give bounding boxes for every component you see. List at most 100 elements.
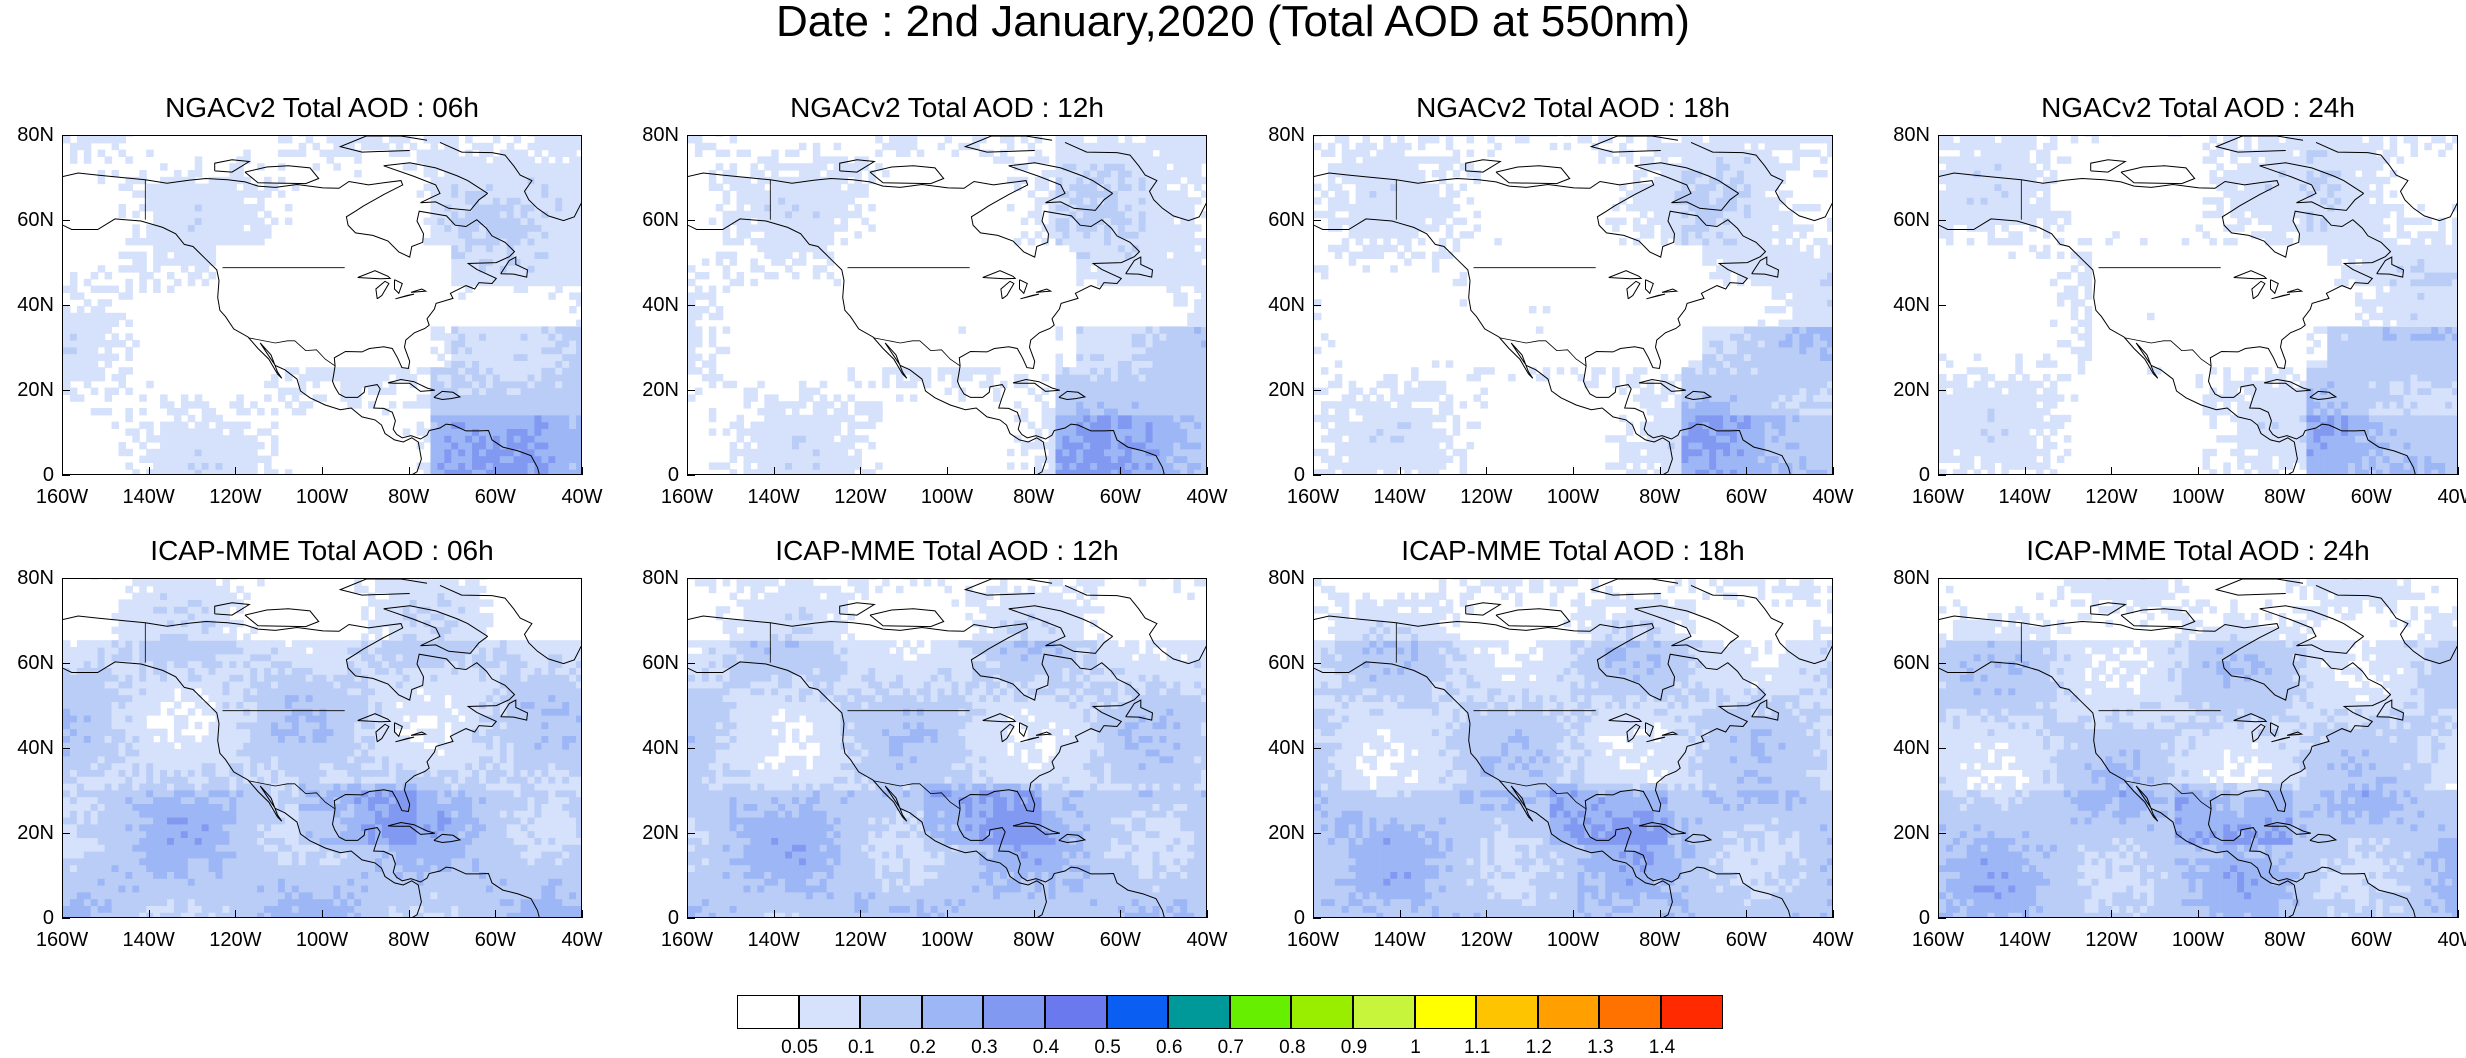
aod-cell [771, 428, 779, 435]
aod-cell [548, 462, 556, 469]
aod-cell [1104, 231, 1112, 238]
aod-cell [1723, 374, 1731, 381]
aod-cell [1446, 211, 1454, 218]
aod-cell [1159, 340, 1167, 347]
aod-cell [528, 360, 536, 367]
aod-cell [1132, 360, 1140, 367]
aod-cell [1363, 422, 1371, 429]
aod-cell [1153, 333, 1161, 340]
aod-cell [500, 367, 508, 374]
aod-cell [465, 347, 473, 354]
aod-cell [1173, 292, 1181, 299]
aod-cell [1702, 177, 1710, 184]
aod-cell [1356, 238, 1364, 245]
aod-cell [1049, 422, 1057, 429]
aod-cell [146, 150, 154, 157]
aod-cell [1772, 381, 1780, 388]
aod-cell [1201, 313, 1207, 320]
aod-cell [1104, 340, 1112, 347]
aod-cell [1132, 279, 1140, 286]
aod-cell [1194, 340, 1202, 347]
aod-cell [910, 136, 918, 143]
aod-cell [500, 163, 508, 170]
aod-cell [576, 231, 582, 238]
aod-cell [1758, 428, 1766, 435]
aod-cell [1097, 333, 1105, 340]
aod-cell [1159, 333, 1167, 340]
aod-cell [799, 143, 807, 150]
aod-cell [1111, 422, 1119, 429]
aod-cell [493, 415, 501, 422]
aod-cell [1356, 252, 1364, 259]
aod-cell [1049, 469, 1057, 475]
aod-cell [757, 435, 765, 442]
aod-cell [1356, 428, 1364, 435]
aod-cell [1751, 394, 1759, 401]
aod-cell [1125, 381, 1133, 388]
aod-cell [1083, 245, 1091, 252]
map-plot-area [687, 135, 1207, 475]
aod-cell [1342, 150, 1350, 157]
aod-cell [1661, 415, 1669, 422]
aod-cell [723, 265, 731, 272]
aod-cell [1460, 401, 1468, 408]
aod-cell [834, 408, 842, 415]
aod-cell [299, 408, 307, 415]
aod-cell [1159, 394, 1167, 401]
aod-cell [1487, 150, 1495, 157]
aod-cell [576, 320, 582, 327]
aod-cell [188, 218, 196, 225]
aod-cell [1349, 449, 1357, 456]
aod-cell [528, 347, 536, 354]
aod-cell [764, 272, 772, 279]
aod-cell [1785, 428, 1793, 435]
aod-cell [778, 163, 786, 170]
aod-cell [1709, 415, 1717, 422]
aod-cell [507, 170, 515, 177]
aod-cell [271, 435, 279, 442]
aod-cell [132, 190, 140, 197]
aod-cell [125, 449, 133, 456]
aod-cell [63, 320, 71, 327]
aod-cell [1201, 320, 1207, 327]
y-tick-label: 20N [0, 380, 54, 400]
aod-cell [1730, 422, 1738, 429]
aod-cell [875, 150, 883, 157]
aod-cell [465, 231, 473, 238]
aod-cell [472, 422, 480, 429]
aod-cell [167, 435, 175, 442]
aod-cell [1062, 367, 1070, 374]
aod-cell [1647, 449, 1655, 456]
aod-cell [493, 381, 501, 388]
aod-cell [1132, 231, 1140, 238]
aod-cell [1695, 190, 1703, 197]
aod-cell [1146, 245, 1154, 252]
aod-cell [70, 272, 78, 279]
aod-cell [1716, 238, 1724, 245]
aod-cell [1681, 449, 1689, 456]
aod-cell [430, 422, 438, 429]
aod-cell [444, 428, 452, 435]
aod-cell [764, 245, 772, 252]
aod-cell [216, 442, 224, 449]
aod-cell [1028, 388, 1036, 395]
aod-cell [1765, 143, 1773, 150]
aod-cell [167, 286, 175, 293]
aod-cell [486, 449, 494, 456]
aod-cell [507, 245, 515, 252]
aod-cell [750, 428, 758, 435]
aod-cell [278, 190, 286, 197]
aod-cell [1792, 381, 1800, 388]
aod-cell [1097, 374, 1105, 381]
aod-cell [1779, 415, 1787, 422]
aod-cell [1376, 381, 1384, 388]
aod-cell [861, 218, 869, 225]
aod-cell [1083, 367, 1091, 374]
aod-cell [1349, 456, 1357, 463]
aod-cell [1132, 326, 1140, 333]
aod-cell [63, 333, 71, 340]
aod-cell [1083, 184, 1091, 191]
aod-cell [1132, 394, 1140, 401]
aod-cell [854, 204, 862, 211]
aod-cell [1180, 469, 1188, 475]
